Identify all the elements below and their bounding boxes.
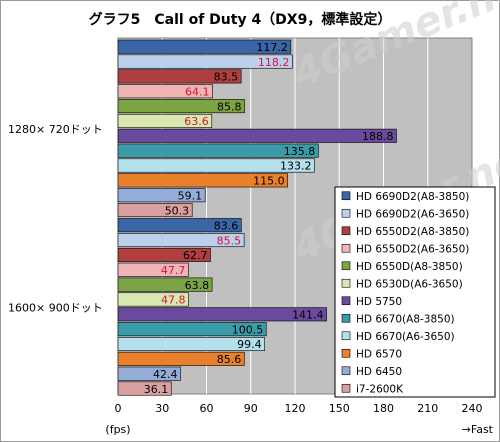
x-tick-label: 90 — [244, 402, 258, 415]
bar-value-label: 99.4 — [237, 338, 262, 351]
bar-value-label: 62.7 — [183, 249, 208, 262]
legend-entry: HD 6550D2(A6-3650) — [356, 243, 469, 255]
bar — [117, 307, 327, 322]
x-tick-label: 0 — [115, 402, 122, 415]
category-label: 1280× 720ドット — [8, 123, 103, 136]
legend-swatch — [341, 191, 351, 201]
bar — [117, 143, 319, 158]
legend-swatch — [341, 278, 351, 288]
legend-entry: HD 6690D2(A8-3850) — [356, 191, 469, 203]
bar — [117, 381, 172, 396]
x-tick-label: 30 — [155, 402, 169, 415]
legend-swatch — [341, 313, 351, 323]
bar-value-label: 64.1 — [185, 85, 210, 98]
legend-box — [334, 186, 496, 398]
bar-value-label: 133.2 — [280, 160, 312, 173]
bar — [117, 173, 288, 188]
bar-value-label: 83.5 — [214, 71, 239, 84]
legend-entry: HD 6690D2(A6-3650) — [356, 208, 469, 220]
bar-value-label: 188.8 — [362, 130, 394, 143]
legend-swatch — [341, 331, 351, 341]
bar-value-label: 83.6 — [214, 219, 239, 232]
legend-entry: i7-2600K — [356, 383, 404, 395]
bar — [117, 158, 315, 173]
bar-value-label: 85.6 — [217, 353, 242, 366]
bar — [117, 203, 193, 218]
bar — [117, 277, 213, 292]
bar-value-label: 63.8 — [185, 279, 210, 292]
bar-value-label: 47.7 — [161, 264, 186, 277]
bar-value-label: 85.5 — [217, 234, 242, 247]
bar-value-label: 36.1 — [144, 383, 169, 396]
chart-title: グラフ5 Call of Duty 4（DX9，標準設定） — [89, 11, 392, 28]
legend-swatch — [341, 208, 351, 218]
bar — [117, 262, 189, 277]
bar-value-label: 85.8 — [217, 100, 242, 113]
legend: HD 6690D2(A8-3850) HD 6690D2(A6-3650) HD 6… — [334, 186, 496, 398]
bar — [117, 233, 245, 248]
bar — [117, 113, 213, 128]
bars-group: 117.2 118.2 83.5 64.1 85.8 63.6 188.8 135.8 133.… — [117, 39, 397, 396]
legend-swatch — [341, 261, 351, 271]
legend-entry: HD 6550D2(A8-3850) — [356, 226, 469, 238]
legend-entry: HD 6570 — [356, 348, 402, 360]
x-tick-label: 180 — [373, 402, 394, 415]
bar-value-label: 100.5 — [232, 323, 264, 336]
bar-value-label: 135.8 — [284, 145, 316, 158]
bar-value-label: 141.4 — [292, 309, 324, 322]
bar — [117, 351, 245, 366]
bar — [117, 188, 206, 203]
bar — [117, 292, 189, 307]
bar — [117, 69, 242, 84]
legend-entry: HD 6550D(A8-3850) — [356, 261, 463, 273]
legend-entry: HD 5750 — [356, 296, 402, 308]
bar — [117, 39, 292, 54]
legend-swatch — [341, 243, 351, 253]
bar-value-label: 117.2 — [256, 41, 288, 54]
x-tick-label: 240 — [462, 402, 483, 415]
bar-value-label: 47.8 — [161, 294, 186, 307]
legend-swatch — [341, 366, 351, 376]
legend-entry: HD 6670(A8-3850) — [356, 313, 455, 325]
legend-entry: HD 6530D(A6-3650) — [356, 278, 463, 290]
direction-label: →Fast — [462, 423, 494, 436]
legend-swatch — [341, 348, 351, 358]
legend-swatch — [341, 296, 351, 306]
bar-value-label: 115.0 — [253, 175, 285, 188]
x-axis-label: (fps) — [105, 423, 130, 436]
x-axis-tick-labels: 0 30 60 90 120 150 180 210 240 — [115, 402, 483, 415]
bar-value-label: 50.3 — [165, 204, 190, 217]
category-label: 1600× 900ドット — [8, 302, 103, 315]
legend-swatch — [341, 383, 351, 393]
x-tick-label: 120 — [285, 402, 306, 415]
bar — [117, 366, 181, 381]
category-labels: 1280× 720ドット 1600× 900ドット — [8, 123, 103, 315]
bar — [117, 218, 242, 233]
bar — [117, 128, 397, 143]
bar — [117, 54, 293, 69]
bar — [117, 247, 211, 262]
x-tick-label: 60 — [200, 402, 214, 415]
legend-swatch — [341, 226, 351, 236]
bar — [117, 99, 245, 114]
bar-value-label: 59.1 — [178, 189, 203, 202]
legend-entry: HD 6450 — [356, 366, 402, 378]
bar-value-label: 118.2 — [258, 56, 290, 69]
bar — [117, 84, 213, 99]
legend-entry: HD 6670(A6-3650) — [356, 331, 455, 343]
bar-value-label: 63.6 — [184, 115, 209, 128]
x-tick-label: 150 — [329, 402, 350, 415]
bar-value-label: 42.4 — [153, 368, 178, 381]
bar — [117, 336, 265, 351]
x-tick-label: 210 — [417, 402, 438, 415]
bar — [117, 322, 267, 337]
